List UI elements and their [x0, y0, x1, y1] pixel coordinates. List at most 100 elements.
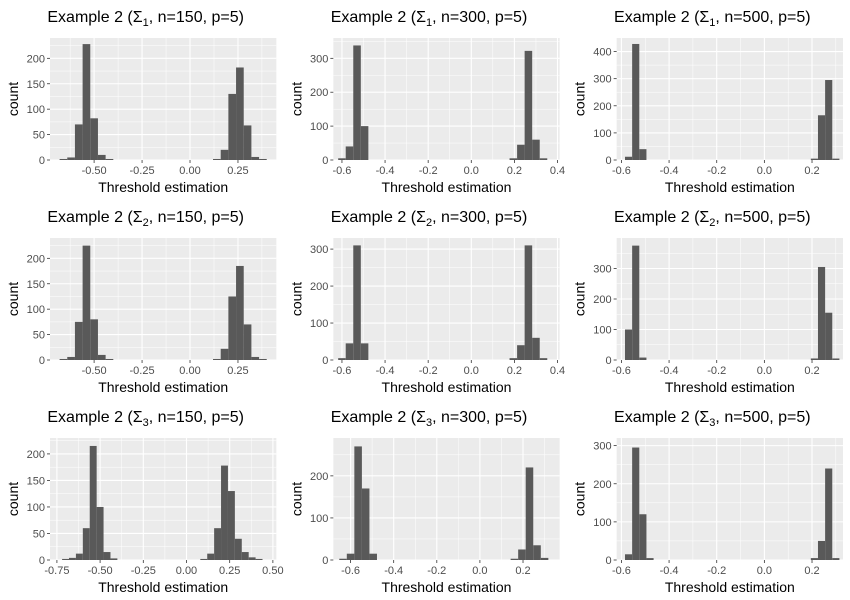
histogram-bar [96, 506, 104, 560]
histogram-bar [825, 468, 833, 560]
x-tick-label: 0.0 [757, 165, 772, 177]
y-tick-label: 200 [310, 87, 328, 99]
y-tick-label: 100 [310, 318, 328, 330]
histogram-bar [817, 540, 826, 560]
x-tick-label: -0.4 [384, 565, 403, 577]
histogram-bar [632, 245, 640, 360]
y-tick-label: 200 [27, 53, 45, 65]
y-axis-label: count [288, 282, 304, 316]
x-tick-label: 0.2 [804, 365, 819, 377]
histogram-bar [353, 45, 361, 161]
y-tick-label: 200 [593, 101, 611, 113]
x-tick-label: -0.25 [130, 365, 155, 377]
y-tick-label: 0 [39, 155, 45, 167]
histogram-bar [62, 558, 70, 560]
x-tick-label: -0.50 [88, 565, 113, 577]
x-tick-label: -0.2 [419, 165, 438, 177]
x-tick-label: 0.2 [515, 565, 530, 577]
sigma-subscript: 3 [143, 417, 149, 429]
histogram-bar [346, 553, 355, 560]
histogram-bar [825, 80, 833, 160]
x-tick-label: 0.00 [179, 165, 200, 177]
y-tick-label: 400 [593, 47, 611, 59]
sigma-subscript: 2 [426, 217, 432, 229]
chart-title: Example 2 (Σ3, n=300, p=5) [331, 409, 528, 429]
y-tick-label: 150 [27, 475, 45, 487]
y-tick-label: 200 [27, 449, 45, 461]
sigma-symbol: Σ [699, 409, 709, 426]
x-tick-label: -0.2 [707, 365, 726, 377]
histogram-bar [810, 558, 818, 560]
y-tick-label: 100 [27, 104, 45, 116]
y-axis-label: count [572, 282, 588, 316]
x-tick-label: -0.6 [332, 365, 351, 377]
plot-panel-background [616, 438, 843, 560]
histogram-bar [228, 296, 237, 360]
x-tick-label: -0.25 [131, 565, 156, 577]
sigma-subscript: 1 [426, 17, 432, 29]
histogram-bar [624, 156, 633, 160]
x-axis-label: Threshold estimation [382, 579, 512, 595]
x-tick-label: 0.4 [550, 165, 565, 177]
x-tick-label: -0.6 [612, 165, 631, 177]
x-tick-label: -0.2 [419, 365, 438, 377]
x-axis-label: Threshold estimation [98, 379, 228, 395]
histogram-bar [59, 358, 68, 360]
x-tick-label: -0.4 [376, 365, 395, 377]
histogram-bar [227, 491, 235, 560]
histogram-bar [509, 358, 518, 360]
histogram-panel: Example 2 (Σ2, n=300, p=5) -0.6 -0.4 -0.2 0.… [288, 209, 565, 395]
histogram-bar [67, 157, 75, 160]
histogram-bar [832, 158, 840, 160]
y-tick-label: 100 [27, 502, 45, 514]
y-axis-label: count [5, 82, 21, 116]
y-tick-label: 200 [27, 253, 45, 265]
chart-title-suffix: , n=500, p=5) [715, 9, 810, 26]
histogram-panel: Example 2 (Σ3, n=150, p=5) -0.75 -0.50 -0.2… [5, 409, 284, 595]
histogram-bar [345, 146, 354, 160]
histogram-bar [810, 158, 818, 160]
sigma-symbol: Σ [416, 409, 426, 426]
histogram-bar [525, 467, 534, 560]
histogram-bar [338, 158, 346, 160]
histogram-bar [97, 354, 106, 360]
histogram-bar [533, 545, 541, 560]
plot-panel-background [333, 238, 560, 360]
chart-title-prefix: Example 2 ( [331, 209, 417, 226]
histogram-bar [75, 553, 83, 560]
x-tick-label: 0.0 [757, 365, 772, 377]
chart-title: Example 2 (Σ1, n=150, p=5) [47, 9, 244, 29]
x-tick-label: 0.25 [227, 365, 248, 377]
histogram-bar [825, 312, 833, 360]
y-tick-label: 100 [593, 128, 611, 140]
y-tick-label: 300 [593, 264, 611, 276]
x-tick-label: -0.4 [660, 565, 679, 577]
x-tick-label: 0.4 [550, 365, 565, 377]
histogram-panel: Example 2 (Σ1, n=300, p=5) -0.6 -0.4 -0.2 0.… [288, 9, 565, 195]
x-tick-label: -0.6 [341, 565, 360, 577]
x-tick-label: -0.25 [130, 165, 155, 177]
histogram-bar [517, 345, 525, 360]
histogram-bar [103, 552, 111, 560]
histogram-bar [255, 558, 263, 560]
histogram-bar [639, 357, 647, 360]
histogram-bar [524, 50, 533, 160]
histogram-bar [817, 266, 826, 360]
y-tick-label: 100 [593, 325, 611, 337]
histogram-bar [59, 158, 68, 160]
x-tick-label: -0.2 [707, 565, 726, 577]
histogram-bar [539, 358, 548, 360]
histogram-bar [228, 93, 237, 160]
y-tick-label: 50 [33, 130, 45, 142]
sigma-subscript: 3 [709, 417, 715, 429]
x-tick-label: -0.6 [612, 365, 631, 377]
sigma-subscript: 1 [709, 17, 715, 29]
histogram-panel: Example 2 (Σ2, n=150, p=5) -0.50 -0.25 0.00… [5, 209, 277, 395]
y-tick-label: 150 [27, 79, 45, 91]
x-axis-label: Threshold estimation [665, 379, 795, 395]
plot-panel-background [333, 438, 560, 560]
y-tick-label: 100 [27, 304, 45, 316]
histogram-bar [220, 149, 229, 160]
x-axis-label: Threshold estimation [382, 379, 512, 395]
histogram-bar [832, 558, 840, 560]
